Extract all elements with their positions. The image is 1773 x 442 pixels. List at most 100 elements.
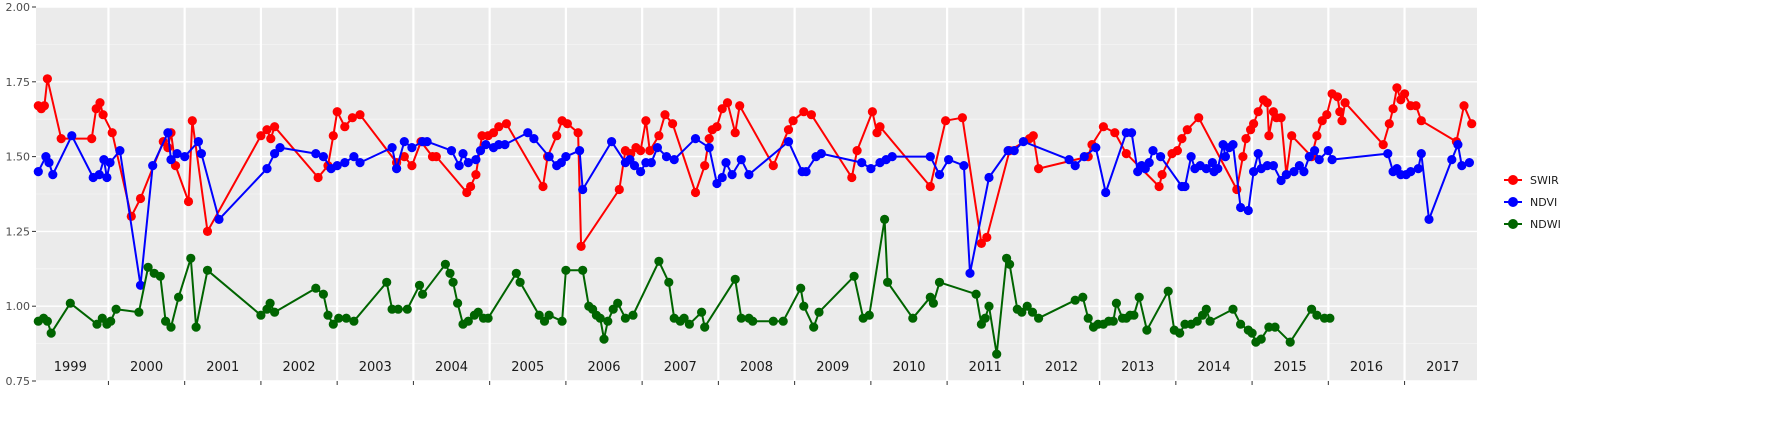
year-label: 2001 [206,360,239,375]
data-point-ndvi [1314,155,1324,165]
data-point-ndwi [809,322,819,332]
data-point-ndwi [654,256,664,266]
data-point-ndvi [887,152,897,162]
data-point-ndvi [1228,140,1238,150]
data-point-ndwi [418,289,428,299]
data-point-swir [852,146,862,156]
data-point-ndvi [801,167,811,177]
year-label: 2012 [1045,360,1078,375]
data-point-ndvi [561,152,571,162]
data-point-ndvi [704,143,714,153]
data-point-ndvi [721,158,731,168]
data-point-ndvi [1201,164,1211,174]
data-point-swir [1400,89,1410,99]
data-point-swir [1253,107,1263,117]
data-point-ndwi [256,310,266,320]
data-point-swir [1416,116,1426,126]
data-point-ndwi [1083,313,1093,323]
data-point-ndvi [1213,164,1223,174]
data-point-ndwi [880,214,890,224]
data-point-ndvi [816,149,826,159]
data-point-ndvi [135,280,146,290]
series-line-swir [37,77,1473,248]
data-point-swir [1238,152,1248,162]
data-point-ndwi [166,322,176,332]
data-point-ndvi [652,143,663,153]
data-point-ndvi [48,170,58,180]
data-point-swir [98,110,108,120]
data-point-ndwi [748,316,758,326]
data-point-ndvi [1281,170,1291,180]
year-label: 2002 [282,360,315,375]
data-point-ndwi [311,283,321,293]
data-point-ndvi [311,149,321,159]
data-point-ndvi [1304,152,1314,162]
data-point-swir [1028,131,1038,141]
data-point-swir [202,226,213,236]
data-point-ndvi [1144,158,1154,168]
data-point-ndvi [500,140,510,150]
data-point-ndvi [1243,205,1253,216]
data-point-swir [1249,119,1259,129]
data-point-ndwi [700,322,710,332]
data-point-swir [266,134,276,144]
data-point-ndwi [1005,259,1015,269]
data-point-swir [1262,98,1272,108]
data-point-swir [867,107,878,117]
data-point-ndwi [92,319,102,329]
data-point-swir [1459,101,1469,111]
year-label: 2006 [587,360,620,375]
data-point-ndvi [575,146,585,156]
data-point-ndvi [1383,149,1393,159]
data-point-ndvi [925,152,935,162]
data-point-ndwi [463,316,473,326]
data-point-ndwi [174,292,184,302]
data-point-ndwi [393,304,403,314]
y-tick-label: 1.75 [6,76,31,89]
data-point-swir [636,146,646,156]
data-point-ndwi [191,322,201,332]
data-point-ndwi [1256,334,1266,344]
data-point-ndwi [1247,328,1257,338]
data-point-ndvi [148,161,158,171]
data-point-ndwi [414,280,425,290]
data-point-swir [407,161,417,171]
data-point-ndwi [1236,319,1246,329]
legend-key-ndvi [1508,197,1518,207]
data-point-swir [1241,134,1251,144]
data-point-ndvi [1327,155,1337,165]
y-tick-label: 2.00 [6,1,31,14]
data-point-ndvi [1289,167,1299,177]
data-point-swir [1287,131,1297,141]
data-point-ndwi [1027,307,1038,317]
data-point-ndwi [270,307,280,317]
data-point-ndvi [529,134,539,144]
data-point-ndwi [603,316,613,326]
data-point-ndwi [814,307,824,317]
data-point-swir [1034,164,1044,174]
data-point-swir [704,134,714,144]
data-point-ndwi [1070,295,1080,305]
data-point-ndvi [1268,161,1278,171]
data-point-ndvi [857,158,867,168]
data-point-ndvi [959,161,969,171]
data-point-ndvi [1064,155,1074,165]
data-point-swir [347,113,357,123]
data-point-ndwi [202,265,213,275]
data-point-ndwi [664,277,674,287]
data-point-swir [735,101,745,111]
data-point-ndwi [1129,310,1139,320]
data-point-swir [270,122,280,132]
data-point-ndvi [471,155,481,165]
data-point-ndvi [1406,167,1416,177]
data-point-swir [1467,119,1477,129]
data-point-ndvi [1453,140,1463,150]
data-point-swir [562,119,573,129]
data-point-ndwi [334,313,344,323]
data-point-ndvi [407,143,417,153]
data-point-swir [332,107,342,117]
data-point-ndvi [984,172,994,183]
data-point-ndwi [768,316,778,326]
data-point-ndwi [1325,313,1335,323]
y-axis: 0.75 1.00 1.25 1.50 1.75 2.00 [6,1,36,388]
